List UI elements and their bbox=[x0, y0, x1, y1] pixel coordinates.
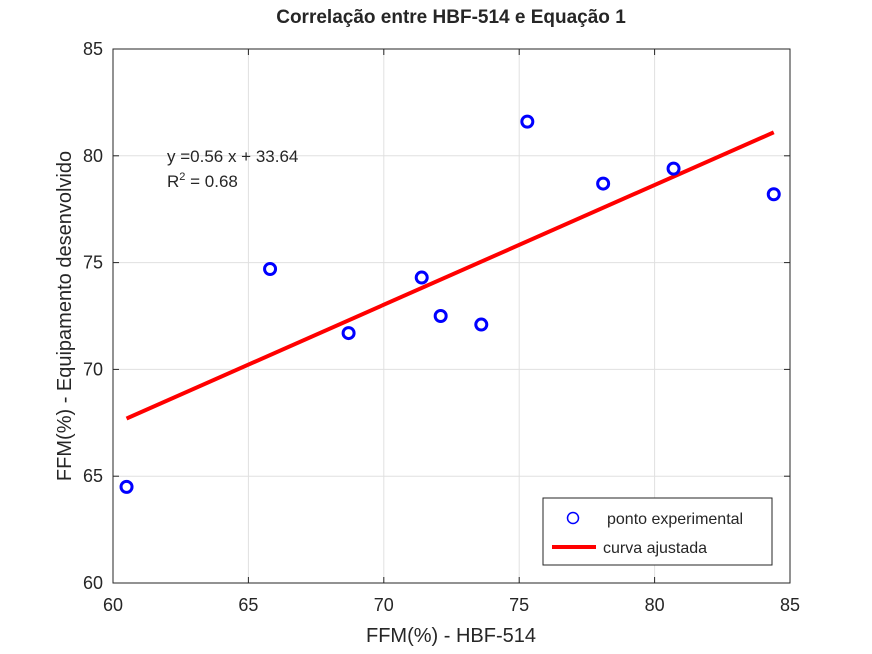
y-tick-label: 60 bbox=[83, 573, 103, 593]
legend-label-scatter: ponto experimental bbox=[607, 511, 743, 528]
series-layer bbox=[119, 114, 781, 494]
legend-label-line: curva ajustada bbox=[603, 540, 707, 557]
axes-box bbox=[112, 48, 791, 584]
r-squared-value: = 0.68 bbox=[185, 172, 237, 191]
data-point bbox=[666, 161, 681, 176]
x-axis-label: FFM(%) - HBF-514 bbox=[366, 625, 536, 647]
x-axis-ticks: 60 65 70 75 80 85 bbox=[103, 49, 800, 615]
legend-box bbox=[542, 497, 773, 566]
fitted-line bbox=[125, 130, 775, 421]
y-tick-label: 70 bbox=[83, 359, 103, 379]
y-tick-label: 75 bbox=[83, 253, 103, 273]
x-tick-label: 70 bbox=[374, 595, 394, 615]
r-squared-annotation: R2 = 0.68 bbox=[167, 171, 238, 191]
y-axis-label: FFM(%) - Equipamento desenvolvido bbox=[54, 151, 76, 481]
r-squared-superscript: 2 bbox=[179, 171, 185, 183]
x-tick-label: 85 bbox=[780, 595, 800, 615]
chart-title: Correlação entre HBF-514 e Equação 1 bbox=[276, 7, 626, 28]
legend: ponto experimental curva ajustada bbox=[542, 497, 773, 566]
x-tick-label: 75 bbox=[509, 595, 529, 615]
data-point bbox=[520, 114, 535, 129]
y-tick-label: 85 bbox=[83, 39, 103, 59]
x-tick-label: 80 bbox=[645, 595, 665, 615]
data-point bbox=[474, 317, 489, 332]
x-tick-label: 60 bbox=[103, 595, 123, 615]
y-tick-label: 80 bbox=[83, 146, 103, 166]
data-point bbox=[596, 176, 611, 191]
r-squared-base: R bbox=[167, 172, 179, 191]
plot-area bbox=[113, 49, 790, 583]
data-point bbox=[414, 270, 429, 285]
equation-annotation: y =0.56 x + 33.64 bbox=[167, 147, 298, 166]
data-point bbox=[341, 326, 356, 341]
legend-marker-scatter bbox=[566, 511, 580, 525]
data-point bbox=[263, 262, 278, 277]
x-tick-label: 65 bbox=[238, 595, 258, 615]
data-point bbox=[433, 309, 448, 323]
data-point bbox=[766, 187, 781, 202]
y-axis-ticks: 60 65 70 75 80 85 bbox=[83, 39, 790, 593]
data-point bbox=[119, 479, 134, 494]
y-tick-label: 65 bbox=[83, 466, 103, 486]
